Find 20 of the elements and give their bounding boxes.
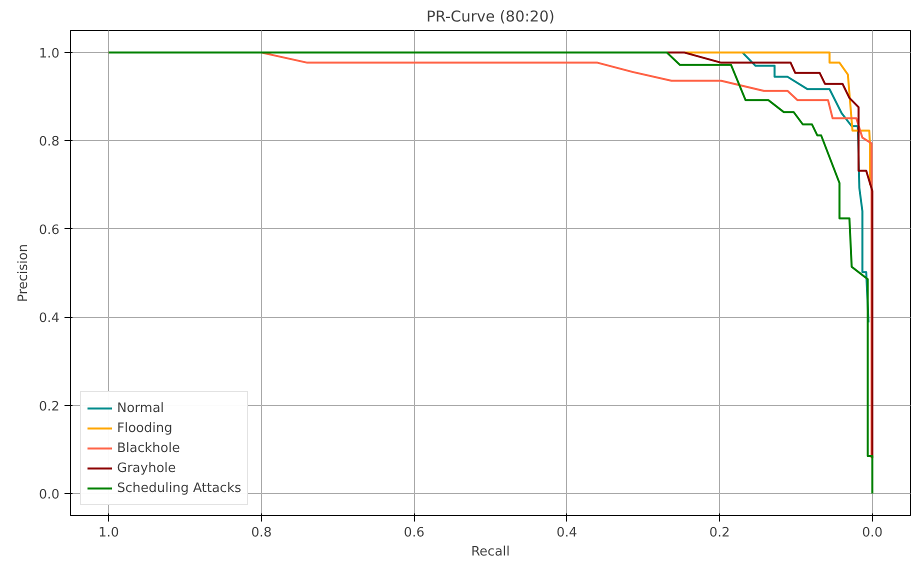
y-tick-label: 0.0 bbox=[38, 487, 60, 502]
legend-label: Scheduling Attacks bbox=[117, 480, 242, 496]
y-axis-title: Precision bbox=[16, 244, 31, 302]
x-tick-label: 0.6 bbox=[404, 526, 424, 540]
y-tick-label: 0.8 bbox=[38, 134, 60, 150]
x-tick-label: 0.8 bbox=[251, 526, 272, 540]
y-tick-label: 0.2 bbox=[38, 399, 60, 414]
y-tick-label: 0.6 bbox=[38, 222, 60, 238]
x-tick-label: 1.0 bbox=[98, 526, 120, 540]
chart-title: PR-Curve (80:20) bbox=[426, 8, 555, 26]
legend-label: Blackhole bbox=[117, 440, 180, 456]
x-tick-label: 0.0 bbox=[862, 526, 883, 540]
x-tick-label: 0.2 bbox=[709, 526, 730, 540]
legend-label: Grayhole bbox=[117, 460, 176, 476]
legend-label: Flooding bbox=[117, 420, 172, 436]
legend-label: Normal bbox=[117, 400, 164, 416]
y-tick-label: 0.4 bbox=[38, 311, 60, 326]
x-tick-label: 0.4 bbox=[556, 526, 578, 540]
x-axis-title: Recall bbox=[471, 544, 510, 560]
y-tick-label: 1.0 bbox=[38, 46, 60, 62]
